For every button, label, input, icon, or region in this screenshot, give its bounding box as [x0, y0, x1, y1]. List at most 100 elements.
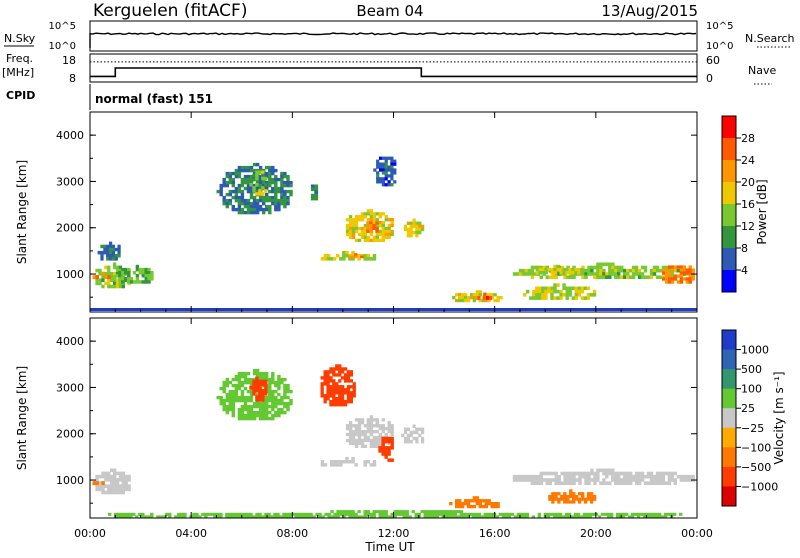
velocity-cell	[483, 515, 487, 519]
velocity-cell	[548, 481, 552, 485]
velocity-cell	[252, 404, 257, 409]
velocity-cell	[466, 504, 471, 509]
velocity-cell	[578, 481, 582, 485]
velocity-cell	[578, 497, 582, 501]
velocity-cell	[623, 481, 627, 485]
velocity-cell	[378, 435, 382, 440]
velocity-cell	[578, 492, 582, 496]
power-cell	[580, 286, 585, 291]
power-cell	[577, 293, 581, 297]
power-cell	[345, 254, 349, 258]
power-cell	[100, 244, 104, 249]
power-cell	[258, 192, 262, 196]
freq-tick-bottom: 8	[69, 72, 76, 85]
velocity-cell	[474, 515, 478, 519]
power-cell	[611, 268, 615, 273]
power-colorbar-tick-label: 8	[741, 242, 748, 255]
power-cell	[326, 254, 331, 258]
velocity-cell	[463, 502, 468, 506]
velocity-cell	[341, 400, 345, 404]
power-cell	[351, 232, 356, 237]
velocity-cell	[581, 474, 585, 479]
power-cell	[553, 264, 557, 269]
velocity-cell	[539, 478, 543, 482]
power-cell	[101, 275, 105, 279]
velocity-cell	[432, 515, 436, 519]
power-cell	[384, 232, 388, 237]
power-cell	[409, 224, 413, 229]
power-cell	[348, 226, 353, 231]
power-cell	[231, 183, 235, 188]
power-cell	[574, 289, 578, 294]
velocity-cell	[584, 474, 588, 479]
power-cell	[493, 298, 497, 303]
velocity-cell	[590, 478, 594, 482]
power-cell	[314, 187, 319, 192]
velocity-cell	[634, 481, 639, 485]
velocity-cell	[412, 424, 416, 428]
velocity-cell	[262, 404, 266, 409]
velocity-cell	[357, 515, 361, 519]
velocity-cell	[393, 512, 397, 516]
velocity-cell	[474, 512, 478, 516]
velocity-cell	[554, 471, 558, 476]
velocity-cell	[262, 413, 266, 418]
power-cell	[222, 198, 226, 203]
velocity-cell	[401, 433, 405, 438]
velocity-cell	[360, 441, 365, 445]
power-cell	[231, 195, 235, 200]
velocity-cell	[554, 481, 558, 485]
power-cell	[274, 201, 278, 206]
power-cell	[556, 267, 560, 272]
velocity-cell	[280, 407, 284, 412]
velocity-cell	[210, 512, 214, 516]
power-cell	[530, 275, 535, 279]
power-cell	[535, 289, 539, 294]
power-cell	[240, 201, 245, 206]
velocity-cell	[384, 427, 388, 431]
power-cell	[390, 168, 394, 172]
velocity-cell	[346, 373, 351, 377]
power-cell	[369, 257, 374, 261]
power-cell	[381, 235, 385, 239]
velocity-cell	[527, 474, 532, 479]
velocity-cell	[536, 474, 540, 479]
velocity-cell	[587, 478, 591, 482]
power-cell	[643, 265, 648, 270]
velocity-cell	[124, 478, 128, 482]
power-cell	[393, 159, 397, 163]
velocity-cell	[246, 416, 251, 421]
velocity-cell	[118, 487, 123, 492]
velocity-cell	[447, 515, 451, 519]
velocity-cell	[381, 418, 385, 422]
velocity-cell	[326, 379, 330, 383]
velocity-cell	[271, 392, 275, 397]
velocity-cell	[327, 515, 331, 519]
power-cell	[363, 254, 367, 258]
velocity-cell	[265, 413, 269, 418]
power-cell	[381, 226, 385, 231]
velocity-cell	[363, 444, 368, 448]
velocity-cell	[107, 487, 111, 492]
velocity-cell	[429, 510, 433, 514]
velocity-cell	[222, 407, 226, 412]
power-cell	[608, 272, 612, 276]
velocity-cell	[120, 515, 124, 519]
power-cell	[255, 207, 260, 212]
power-cell	[493, 293, 497, 297]
velocity-cell	[566, 478, 570, 482]
velocity-cell	[228, 389, 232, 394]
velocity-cell	[268, 386, 272, 391]
velocity-cell	[475, 499, 480, 503]
power-cell	[474, 296, 478, 300]
power-cell	[379, 180, 383, 184]
velocity-cell	[222, 398, 226, 403]
power-cell	[378, 232, 382, 237]
velocity-cell	[121, 481, 125, 485]
velocity-cell	[329, 400, 333, 404]
velocity-cell	[320, 388, 324, 392]
velocity-cell	[258, 392, 262, 396]
velocity-cell	[271, 404, 275, 409]
velocity-cell	[629, 478, 633, 482]
velocity-cell	[614, 474, 618, 479]
